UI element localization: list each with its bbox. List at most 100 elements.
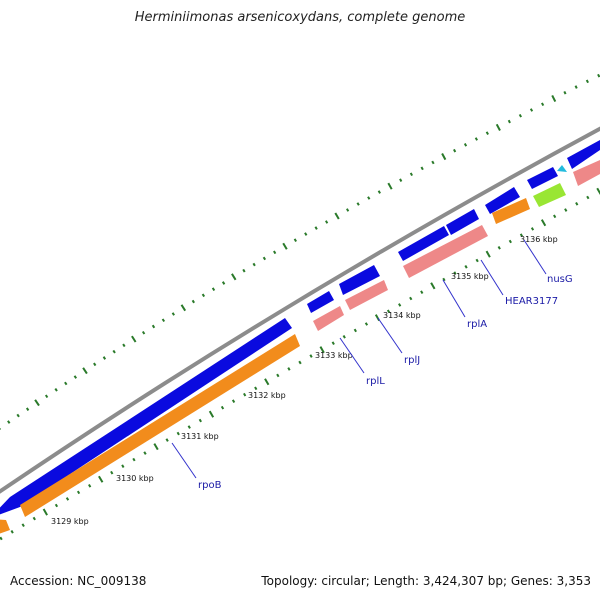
outer-tick-mark [191,299,195,304]
inner-tick-mark [575,202,579,206]
inner-tick-mark [42,508,48,516]
right-reverse-block[interactable] [573,160,600,186]
kbp-tick-labels: 3129 kbp 3130 kbp 3131 kbp 3132 kbp 3133… [51,235,558,526]
inner-tick-mark [586,195,590,200]
outer-tick-mark [201,293,206,298]
hear3177-reverse-block[interactable] [492,198,530,224]
outer-tick-mark [151,324,156,329]
outer-tick-mark [346,208,350,212]
outer-tick-mark [102,356,107,360]
accession-text: Accession: NC_009138 [10,574,147,588]
cyan-feature[interactable] [557,165,567,172]
gene-label-rplj[interactable]: rplJ [404,355,420,366]
inner-tick-mark [540,219,547,227]
kbp-label: 3129 kbp [51,517,89,526]
green-feature[interactable] [533,183,566,207]
inner-tick-mark [453,271,457,275]
secE-forward-gene[interactable] [527,167,558,189]
inner-tick-mark [54,503,59,508]
genome-backbone [0,126,600,494]
outer-tick-mark [529,108,534,112]
rpob-forward-block[interactable] [0,318,292,518]
gene-label-rpla[interactable]: rplA [467,319,487,330]
outer-tick-mark [334,212,340,220]
outer-tick-mark [518,113,522,118]
kbp-label: 3133 kbp [315,351,353,360]
outer-tick-mark [273,250,277,255]
inner-tick-mark [132,457,136,462]
rpob-reverse-block[interactable] [20,334,300,517]
inner-tick-mark [364,322,369,326]
outer-tick-mark [463,143,468,147]
outer-tick-mark [507,119,511,124]
gene-label-leaders [171,239,547,479]
outer-tick-mark [242,268,246,273]
outer-tick-mark [44,394,49,399]
gene-label-rpll[interactable]: rplL [366,376,385,387]
rplj-leader-line [377,317,403,354]
inner-tick-mark [165,438,169,442]
nusg-leader-line [523,239,547,275]
rpla-reverse-block[interactable] [403,225,488,278]
outer-tick-mark [231,273,237,281]
gene-label-rpob[interactable]: rpoB [198,480,222,491]
inner-tick-mark [121,464,125,468]
outer-tick-mark [431,160,435,165]
inner-tick-mark [88,484,92,488]
outer-tick-mark [314,226,318,230]
inner-tick-mark [386,309,391,314]
outer-tick-mark [485,131,489,135]
outer-tick-mark [161,318,166,323]
inner-tick-mark [287,367,291,371]
inner-tick-mark [553,214,557,219]
gene-labels: rpoB rplL rplJ rplA HEAR3177 nusG [198,274,573,491]
outer-tick-mark [563,90,567,95]
kbp-label: 3135 kbp [451,272,489,281]
hear3177-forward-gene[interactable] [446,209,479,235]
rplj-forward-gene[interactable] [339,265,380,295]
inner-tick-mark [409,296,413,301]
forward-strand-track [0,140,600,518]
rpla-forward-gene[interactable] [398,226,449,261]
outer-tick-mark [73,375,78,379]
kbp-label: 3132 kbp [248,391,286,400]
inner-tick-mark [298,360,302,365]
inner-tick-mark [564,208,568,212]
gene-label-hear3177[interactable]: HEAR3177 [505,296,558,307]
inner-tick-mark [254,386,258,391]
outer-tick-mark [551,94,557,103]
left-reverse-block[interactable] [0,519,10,537]
inner-tick-mark [353,328,357,333]
outer-tick-mark [420,166,424,171]
outer-tick-mark [293,238,297,242]
rpll-forward-gene[interactable] [307,291,334,313]
inner-tick-mark [220,405,225,410]
rpll-reverse-block[interactable] [313,306,344,331]
inner-tick-mark [508,239,512,244]
inner-tick-mark [32,516,36,521]
inner-tick-mark [0,536,3,541]
genome-summary-text: Topology: circular; Length: 3,424,307 bp… [261,574,591,588]
hear3177-leader-line [480,259,504,296]
rplj-reverse-block[interactable] [345,280,388,310]
outer-tick-mark [585,79,589,84]
inner-tick-mark [10,530,14,534]
outer-tick-mark [304,232,308,236]
outer-tick-mark [7,420,11,424]
inner-tick-mark [231,399,236,403]
gene-label-nusg[interactable]: nusG [547,274,573,285]
nusg-forward-gene[interactable] [485,187,520,214]
inner-tick-mark [485,250,491,258]
outer-tick-mark [180,304,187,312]
outer-tick-mark [377,190,381,194]
inner-tick-mark [276,373,280,378]
outer-tick-mark [367,196,371,200]
rpla-leader-line [442,279,466,318]
outer-tick-mark [399,178,403,182]
outer-tick-mark [541,102,545,107]
outer-tick-mark [441,153,447,161]
kbp-label: 3136 kbp [520,235,558,244]
inner-tick-mark [519,233,524,237]
right-forward-gene[interactable] [567,140,600,169]
